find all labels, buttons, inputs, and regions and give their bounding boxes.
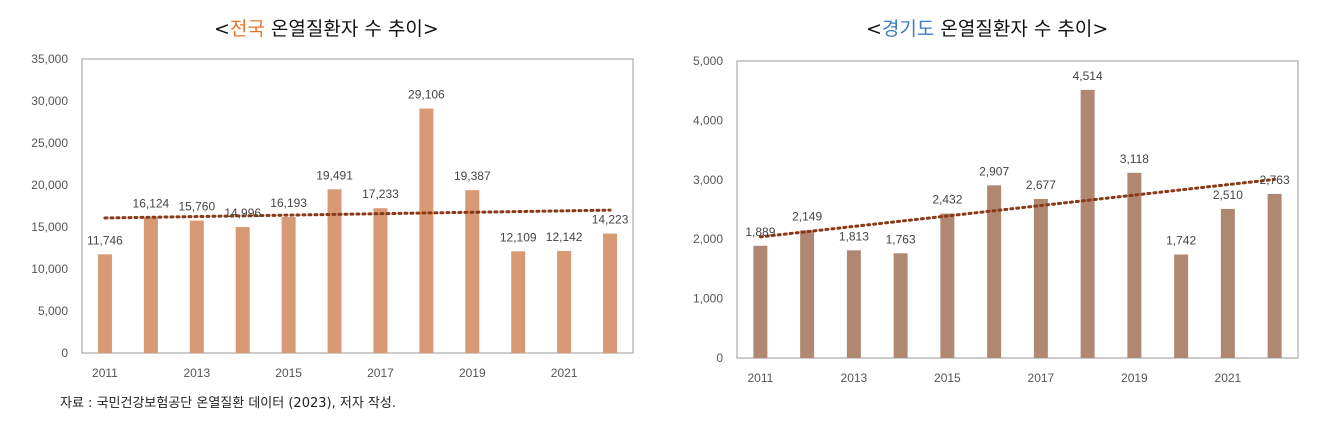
data-label: 16,193 xyxy=(270,196,307,210)
title-prefix: < xyxy=(214,18,230,40)
y-tick-label: 15,000 xyxy=(31,220,68,234)
bar xyxy=(373,208,388,353)
data-label: 2,677 xyxy=(1026,178,1056,192)
bar xyxy=(603,233,618,353)
y-tick-label: 0 xyxy=(61,346,68,360)
x-tick-label: 2015 xyxy=(275,366,302,380)
trend-line xyxy=(758,177,1277,239)
bar xyxy=(893,253,908,358)
data-label: 4,514 xyxy=(1073,69,1103,83)
data-label: 1,813 xyxy=(839,229,869,243)
bar xyxy=(327,189,342,353)
data-label: 2,907 xyxy=(979,164,1009,178)
data-label: 2,763 xyxy=(1260,173,1290,187)
x-tick-label: 2011 xyxy=(92,366,118,380)
x-tick-label: 2019 xyxy=(1121,371,1148,385)
data-label: 16,124 xyxy=(133,197,170,211)
y-tick-label: 25,000 xyxy=(31,136,68,150)
y-tick-label: 35,000 xyxy=(31,52,68,66)
bar xyxy=(511,251,526,353)
bar xyxy=(419,108,434,353)
y-tick-label: 10,000 xyxy=(31,262,68,276)
data-label: 17,233 xyxy=(362,187,399,201)
data-label: 19,387 xyxy=(454,169,491,183)
bar xyxy=(1267,193,1282,358)
y-tick-label: 5,000 xyxy=(693,54,723,68)
x-tick-label: 2013 xyxy=(183,366,210,380)
x-tick-label: 2013 xyxy=(841,371,868,385)
data-label: 12,109 xyxy=(500,230,537,244)
bar xyxy=(800,230,815,358)
bar xyxy=(753,245,768,358)
data-label: 1,763 xyxy=(886,232,916,246)
y-tick-label: 3,000 xyxy=(693,173,723,187)
bar xyxy=(1127,172,1142,358)
bar xyxy=(143,217,158,353)
bar xyxy=(846,250,861,358)
data-label: 12,142 xyxy=(546,230,583,244)
data-label: 29,106 xyxy=(408,88,445,102)
data-label: 2,432 xyxy=(932,193,962,207)
x-tick-label: 2015 xyxy=(934,371,961,385)
plot-area xyxy=(736,60,1299,359)
bar xyxy=(189,220,204,353)
x-tick-label: 2019 xyxy=(459,366,486,380)
x-tick-label: 2021 xyxy=(551,366,578,380)
y-tick-label: 4,000 xyxy=(693,113,723,127)
data-label: 11,746 xyxy=(87,233,123,247)
data-label: 14,996 xyxy=(224,206,261,220)
title-prefix: < xyxy=(866,18,882,40)
data-label: 2,510 xyxy=(1213,188,1243,202)
chart-gyeonggi: 0 1,000 2,000 3,000 4,000 5,000 2011 2013 2015 20… xyxy=(693,54,1299,385)
bar xyxy=(1080,89,1095,358)
chart-national: 0 5,000 10,000 15,000 20,000 25,000 30,000 35,0… xyxy=(31,52,634,380)
data-label: 2,149 xyxy=(792,209,822,223)
data-label: 15,760 xyxy=(178,200,215,214)
bar xyxy=(987,185,1002,358)
bar xyxy=(97,254,112,353)
bar xyxy=(465,190,480,353)
y-tick-label: 20,000 xyxy=(31,178,68,192)
title-rest: 온열질환자 수 추이> xyxy=(934,18,1109,40)
data-label: 1,742 xyxy=(1166,234,1196,248)
title-rest: 온열질환자 수 추이> xyxy=(264,18,439,40)
x-tick-label: 2017 xyxy=(367,366,394,380)
bar xyxy=(281,216,296,353)
bar xyxy=(1174,254,1189,358)
data-label: 1,889 xyxy=(745,225,775,239)
data-label: 19,491 xyxy=(316,168,353,182)
y-tick-label: 5,000 xyxy=(38,304,68,318)
chart-title-gyeonggi: <경기도 온열질환자 수 추이> xyxy=(866,14,1108,41)
bar xyxy=(557,251,572,353)
bar xyxy=(940,213,955,358)
bar xyxy=(235,227,250,353)
x-tick-label: 2017 xyxy=(1028,371,1055,385)
data-label: 14,223 xyxy=(592,213,629,227)
trend-line xyxy=(103,208,612,220)
bar xyxy=(1220,208,1235,358)
plot-area xyxy=(81,58,634,354)
title-highlight: 경기도 xyxy=(881,18,935,40)
y-tick-label: 1,000 xyxy=(693,292,723,306)
y-tick-label: 0 xyxy=(716,351,723,365)
bar xyxy=(1033,198,1048,358)
x-tick-label: 2011 xyxy=(747,371,773,385)
title-highlight: 전국 xyxy=(229,18,265,40)
y-tick-label: 30,000 xyxy=(31,94,68,108)
x-tick-label: 2021 xyxy=(1215,371,1242,385)
y-tick-label: 2,000 xyxy=(693,232,723,246)
source-note: 자료 : 국민건강보험공단 온열질환 데이터 (2023), 저자 작성. xyxy=(60,396,396,411)
data-label: 3,118 xyxy=(1120,152,1149,166)
chart-title-national: <전국 온열질환자 수 추이> xyxy=(214,14,439,41)
